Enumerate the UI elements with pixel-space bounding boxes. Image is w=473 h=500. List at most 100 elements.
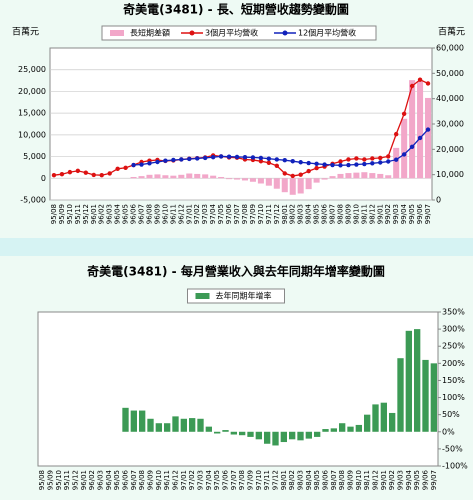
point [139, 162, 144, 167]
bar [347, 426, 354, 432]
x-tick-label: 99/03 [397, 470, 405, 490]
y2-tick-label: 20,000 [436, 145, 464, 154]
point [425, 127, 431, 132]
bar [297, 431, 304, 441]
x-tick-label: 97/05 [217, 204, 225, 224]
x-tick-label: 96/10 [161, 204, 169, 224]
x-tick-label: 98/10 [352, 204, 360, 224]
bar [397, 358, 404, 432]
bar [401, 118, 408, 179]
y2-tick-label: 60,000 [436, 44, 464, 53]
x-tick-label: 98/03 [297, 204, 305, 224]
bar [369, 173, 376, 179]
point [51, 172, 57, 178]
x-tick-label: 98/06 [321, 203, 329, 224]
point [409, 83, 415, 89]
bar [414, 329, 421, 432]
bar [162, 175, 169, 179]
point [354, 156, 359, 161]
x-tick-label: 96/11 [169, 204, 177, 224]
y-tick-label: 10,000 [18, 130, 46, 139]
legend-label: 3個月平均營收 [205, 28, 258, 38]
bar [155, 423, 162, 432]
point [314, 165, 319, 171]
y2-tick-label: -100% [442, 462, 468, 471]
x-tick-label: 96/01 [90, 204, 98, 224]
point [362, 157, 367, 162]
point [378, 155, 383, 161]
x-tick-label: 96/04 [114, 203, 122, 224]
x-tick-label: 97/02 [188, 470, 196, 490]
x-tick-label: 98/05 [313, 204, 321, 224]
point [417, 135, 423, 141]
x-tick-label: 95/11 [74, 204, 82, 224]
x-tick-label: 95/12 [72, 470, 80, 490]
plot-area [37, 311, 439, 467]
point [179, 157, 184, 162]
y-tick-label: 5,000 [23, 152, 46, 161]
x-tick-label: 97/11 [265, 204, 273, 224]
legend-swatch [282, 30, 288, 36]
y2-tick-label: 150% [442, 376, 465, 385]
x-tick-label: 98/07 [330, 470, 338, 490]
point [91, 172, 96, 178]
x-tick-label: 95/11 [63, 470, 71, 490]
bar [329, 176, 336, 179]
x-tick-label: 96/09 [153, 204, 161, 224]
point [401, 111, 407, 117]
point [163, 158, 168, 163]
bar [210, 175, 217, 179]
y-tick-label: 25,000 [18, 65, 46, 74]
x-tick-label: 99/04 [400, 203, 408, 224]
plot-area [49, 47, 433, 201]
x-tick-label: 97/09 [247, 470, 255, 490]
point [362, 161, 367, 167]
y2-tick-label: 250% [442, 342, 465, 351]
bar [146, 174, 153, 179]
point [354, 162, 359, 167]
legend-swatch [189, 30, 195, 36]
bar [255, 431, 262, 440]
bar [214, 431, 221, 434]
x-tick-label: 97/01 [185, 204, 193, 224]
point [370, 156, 375, 161]
y-tick-label: 15,000 [18, 109, 46, 118]
point [386, 159, 391, 164]
x-tick-label: 96/04 [105, 469, 113, 490]
legend-swatch [110, 30, 124, 36]
bar [239, 431, 246, 436]
y2-axis-label: 百萬元 [438, 26, 465, 38]
bar [337, 173, 344, 179]
bar [202, 174, 209, 179]
bar [230, 431, 237, 435]
bar [339, 423, 346, 432]
x-tick-label: 97/04 [205, 469, 213, 490]
bar [178, 174, 185, 179]
bar [364, 414, 371, 432]
x-tick-label: 96/07 [138, 204, 146, 224]
point [425, 81, 431, 86]
x-tick-label: 96/05 [113, 470, 121, 490]
x-tick-label: 97/10 [257, 204, 265, 224]
bar [247, 431, 254, 437]
bar [272, 431, 279, 446]
point [401, 152, 407, 157]
y2-tick-label: 0% [442, 427, 455, 436]
point [123, 165, 128, 171]
x-tick-label: 97/05 [213, 470, 221, 490]
x-tick-label: 98/10 [355, 470, 363, 490]
x-tick-label: 95/12 [82, 204, 90, 224]
point [282, 158, 287, 163]
bar [430, 363, 437, 432]
point [346, 157, 351, 162]
x-tick-label: 97/04 [209, 203, 217, 224]
point [393, 131, 399, 137]
point [282, 171, 287, 176]
y-tick-label: 20,000 [18, 87, 46, 96]
bar [345, 173, 352, 179]
point [330, 162, 335, 168]
x-tick-label: 98/11 [363, 470, 371, 490]
x-tick-label: 97/12 [273, 204, 281, 224]
point [107, 171, 112, 176]
x-tick-label: 95/09 [47, 470, 55, 490]
